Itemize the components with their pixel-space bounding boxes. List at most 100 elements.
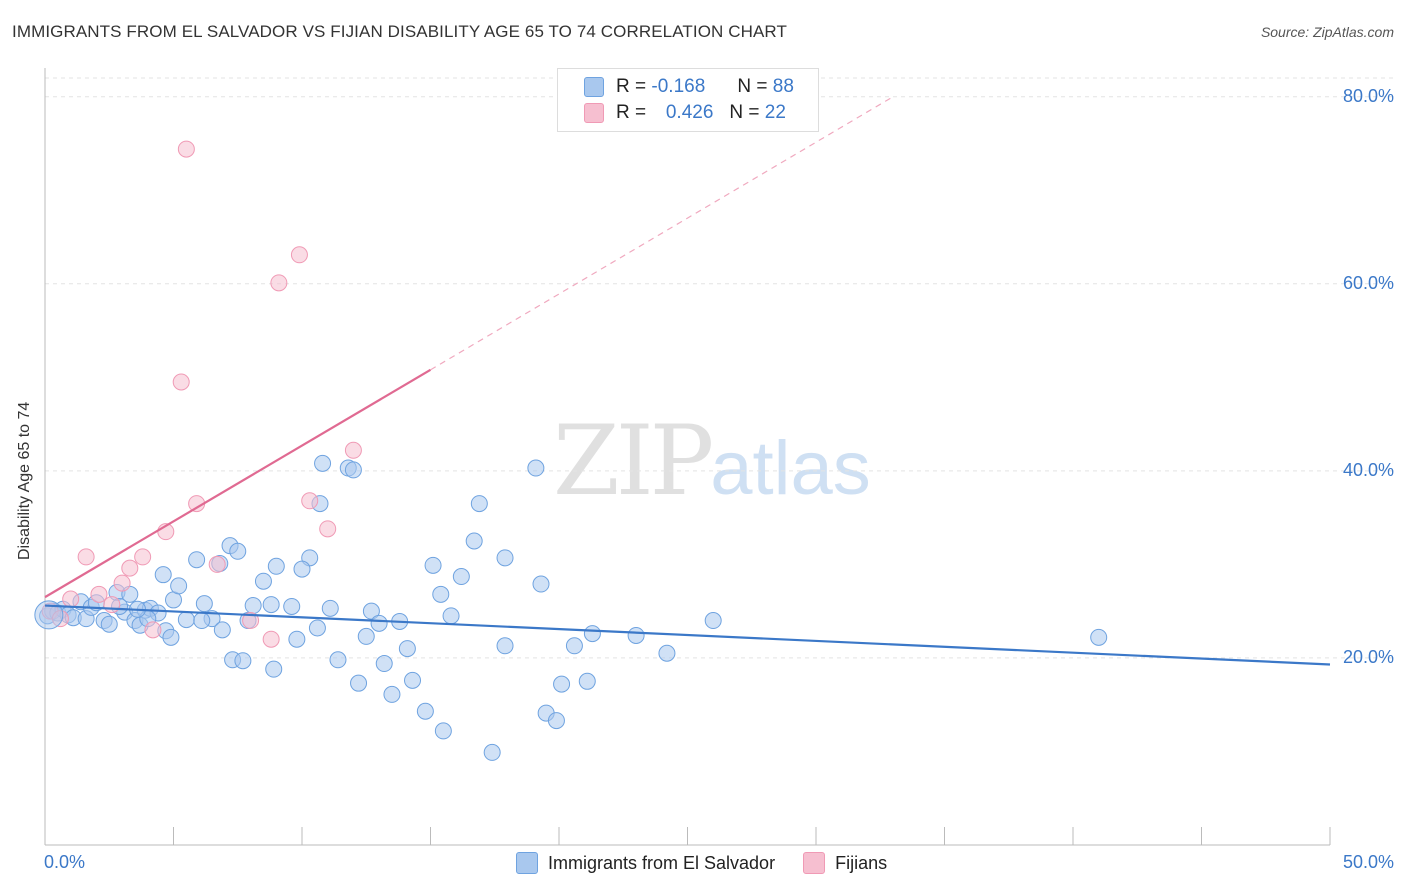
legend-r-label: R =	[616, 102, 647, 123]
point-el-salvador	[283, 597, 301, 615]
watermark-atlas: atlas	[710, 426, 871, 511]
legend-swatch-pink	[584, 103, 604, 123]
legend-r-label: R =	[616, 76, 647, 97]
point-el-salvador	[100, 615, 118, 633]
point-el-salvador	[383, 685, 401, 703]
series-label-el-salvador: Immigrants from El Salvador	[548, 852, 776, 873]
series-legend: Immigrants from El Salvador Fijians	[516, 852, 915, 874]
point-el-salvador	[553, 675, 571, 693]
x-tick-label-min: 0.0%	[44, 852, 86, 872]
point-el-salvador	[321, 599, 339, 617]
legend-n-label: N =	[729, 102, 760, 123]
point-fijians	[177, 140, 195, 158]
legend-n-value: 22	[764, 102, 786, 123]
point-el-salvador	[583, 625, 601, 643]
point-el-salvador	[288, 630, 306, 648]
point-el-salvador	[470, 495, 488, 513]
point-el-salvador	[483, 743, 501, 761]
y-axis-title: Disability Age 65 to 74	[16, 401, 33, 560]
point-fijians	[144, 621, 162, 639]
watermark: ZIPatlas	[553, 405, 871, 517]
point-el-salvador	[170, 577, 188, 595]
y-tick-label: 60.0%	[1342, 272, 1394, 293]
point-el-salvador	[162, 628, 180, 646]
point-el-salvador	[329, 651, 347, 669]
point-el-salvador	[565, 637, 583, 655]
point-el-salvador	[265, 660, 283, 678]
point-fijians	[208, 555, 226, 573]
watermark-zip: ZIP	[553, 405, 714, 517]
point-el-salvador	[234, 652, 252, 670]
point-el-salvador	[314, 454, 332, 472]
legend-r-value: 0.426	[665, 102, 714, 123]
point-el-salvador	[362, 602, 380, 620]
point-el-salvador	[195, 595, 213, 613]
legend-n-value: 88	[772, 76, 794, 97]
y-tick-label: 20.0%	[1342, 646, 1394, 667]
series-swatch-blue	[516, 852, 538, 874]
trend-extension-fijians	[430, 96, 894, 371]
point-fijians	[103, 596, 121, 614]
point-el-salvador	[627, 626, 645, 644]
point-el-salvador	[704, 612, 722, 630]
point-el-salvador	[424, 556, 442, 574]
series-swatch-pink	[803, 852, 826, 874]
source-label: Source: ZipAtlas.com	[1260, 24, 1394, 40]
point-el-salvador	[442, 607, 460, 625]
point-el-salvador	[370, 614, 388, 632]
series-legend-fijians[interactable]: Fijians	[803, 852, 887, 874]
point-el-salvador	[532, 575, 550, 593]
point-el-salvador	[465, 532, 483, 550]
point-el-salvador	[293, 560, 311, 578]
point-fijians	[262, 630, 280, 648]
point-fijians	[113, 574, 131, 592]
point-el-salvador	[527, 459, 545, 477]
point-fijians	[242, 612, 260, 630]
point-el-salvador	[344, 461, 362, 479]
y-tick-label: 40.0%	[1342, 459, 1394, 480]
point-el-salvador	[452, 568, 470, 586]
point-el-salvador	[398, 640, 416, 658]
point-fijians	[121, 559, 139, 577]
series-label-fijians: Fijians	[835, 852, 888, 873]
point-el-salvador	[213, 621, 231, 639]
point-el-salvador	[193, 612, 211, 630]
point-el-salvador	[496, 549, 514, 567]
legend-swatch-blue	[584, 77, 604, 97]
series-legend-el-salvador[interactable]: Immigrants from El Salvador	[516, 852, 775, 874]
point-el-salvador	[658, 644, 676, 662]
point-el-salvador	[578, 672, 596, 690]
point-fijians	[301, 492, 319, 510]
point-fijians	[270, 274, 288, 292]
legend-row-el-salvador: R = -0.168 N = 88	[584, 75, 794, 99]
point-fijians	[77, 548, 95, 566]
point-el-salvador	[262, 596, 280, 614]
point-el-salvador	[1090, 628, 1108, 646]
point-el-salvador	[308, 619, 326, 637]
point-fijians	[90, 585, 108, 603]
point-fijians	[172, 373, 190, 391]
x-tick-label-max: 50.0%	[1342, 852, 1394, 872]
point-el-salvador	[375, 655, 393, 673]
point-el-salvador	[416, 702, 434, 720]
trend-line-el-salvador	[44, 604, 1331, 666]
point-el-salvador	[357, 627, 375, 645]
point-el-salvador	[434, 722, 452, 740]
point-el-salvador	[154, 566, 172, 584]
point-el-salvador	[432, 585, 450, 603]
point-el-salvador	[267, 557, 285, 575]
point-el-salvador	[177, 611, 195, 629]
legend-row-fijians: R = 0.426 N = 22	[584, 101, 786, 125]
point-el-salvador	[229, 542, 247, 560]
point-el-salvador	[496, 637, 514, 655]
point-fijians	[290, 246, 308, 264]
point-el-salvador	[547, 712, 565, 730]
point-fijians	[134, 548, 152, 566]
legend-r-value: -0.168	[651, 76, 706, 97]
point-fijians	[319, 520, 337, 538]
point-el-salvador	[34, 600, 64, 630]
point-el-salvador	[404, 671, 422, 689]
y-tick-label: 80.0%	[1342, 85, 1394, 106]
trend-line-fijians	[44, 368, 432, 599]
